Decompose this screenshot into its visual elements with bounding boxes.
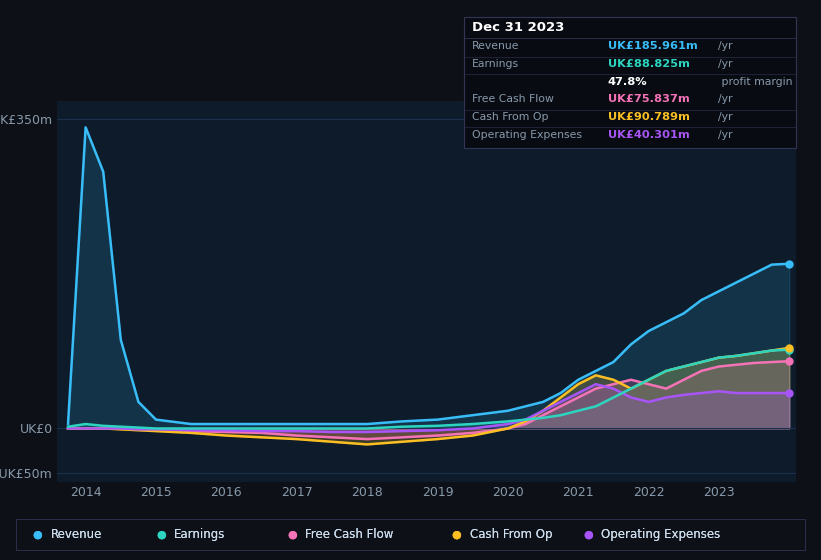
Text: /yr: /yr: [718, 41, 733, 52]
Text: ●: ●: [33, 530, 43, 540]
Text: Revenue: Revenue: [51, 528, 103, 542]
Text: Operating Expenses: Operating Expenses: [601, 528, 720, 542]
Text: /yr: /yr: [718, 130, 733, 139]
Text: Operating Expenses: Operating Expenses: [472, 130, 582, 139]
Text: ●: ●: [452, 530, 461, 540]
Text: 47.8%: 47.8%: [608, 77, 647, 87]
Text: Revenue: Revenue: [472, 41, 520, 52]
Text: Cash From Op: Cash From Op: [472, 112, 548, 122]
Text: Dec 31 2023: Dec 31 2023: [472, 21, 565, 34]
Text: Earnings: Earnings: [174, 528, 226, 542]
Text: Cash From Op: Cash From Op: [470, 528, 552, 542]
Text: /yr: /yr: [718, 112, 733, 122]
Text: Operating Expenses: Operating Expenses: [601, 528, 720, 542]
Text: /yr: /yr: [718, 59, 733, 69]
Text: Earnings: Earnings: [174, 528, 226, 542]
Text: ●: ●: [583, 530, 593, 540]
Text: UK£88.825m: UK£88.825m: [608, 59, 690, 69]
Text: ●: ●: [156, 530, 166, 540]
Text: Earnings: Earnings: [472, 59, 519, 69]
Text: profit margin: profit margin: [718, 77, 793, 87]
Text: Cash From Op: Cash From Op: [470, 528, 552, 542]
Text: ●: ●: [287, 530, 297, 540]
Text: Revenue: Revenue: [51, 528, 103, 542]
Text: UK£90.789m: UK£90.789m: [608, 112, 690, 122]
Text: ●: ●: [583, 530, 593, 540]
Text: Free Cash Flow: Free Cash Flow: [472, 95, 554, 104]
Text: UK£75.837m: UK£75.837m: [608, 95, 690, 104]
Text: UK£40.301m: UK£40.301m: [608, 130, 690, 139]
Text: UK£185.961m: UK£185.961m: [608, 41, 697, 52]
Text: ●: ●: [33, 530, 43, 540]
Text: ●: ●: [156, 530, 166, 540]
Text: Free Cash Flow: Free Cash Flow: [305, 528, 394, 542]
Text: Free Cash Flow: Free Cash Flow: [305, 528, 394, 542]
Text: /yr: /yr: [718, 95, 733, 104]
Text: ●: ●: [452, 530, 461, 540]
Text: ●: ●: [287, 530, 297, 540]
